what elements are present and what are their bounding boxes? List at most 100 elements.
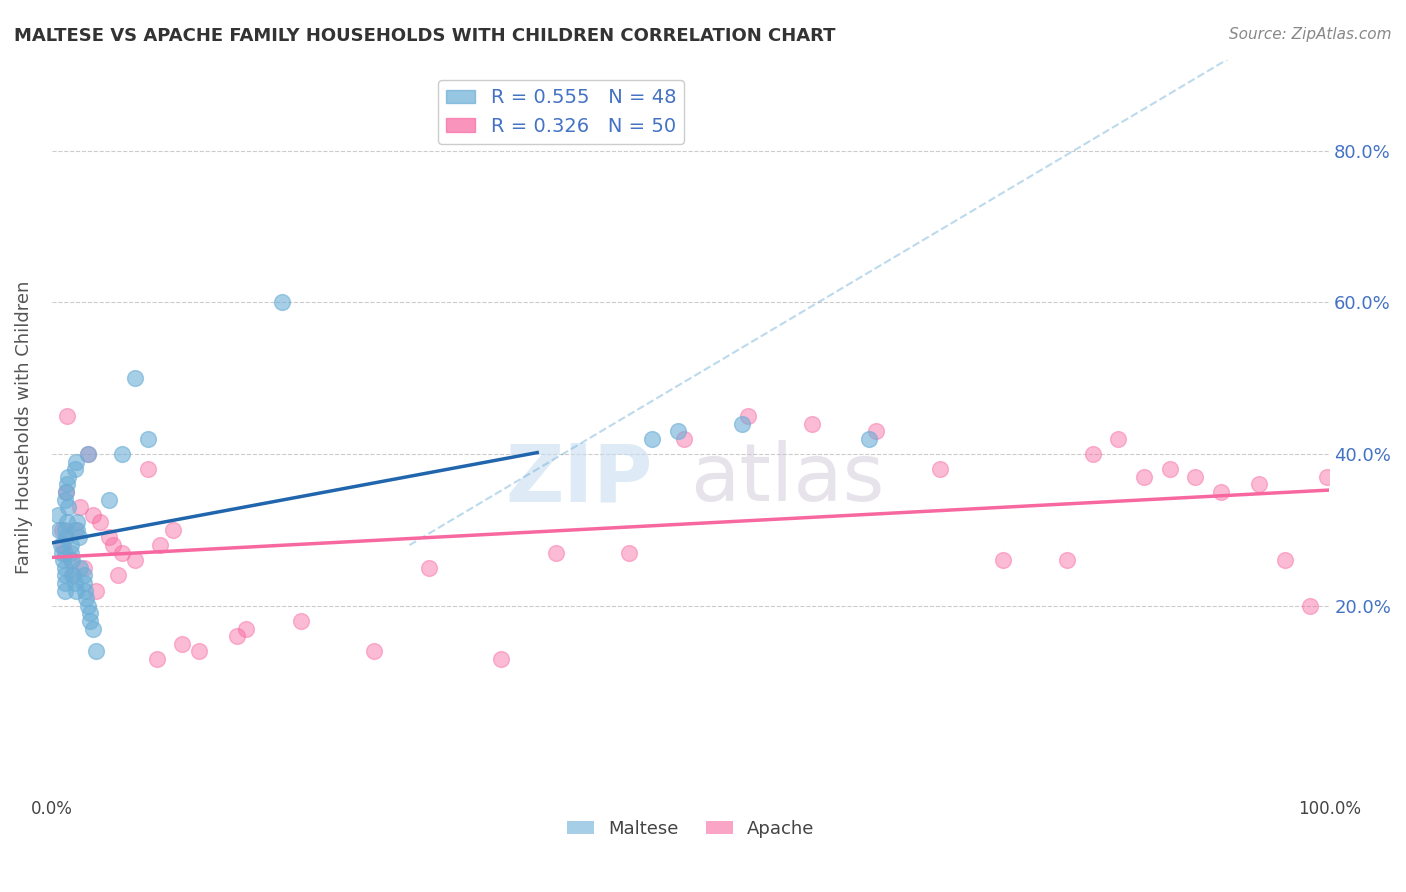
Point bbox=[59, 546, 82, 560]
Point bbox=[1133, 470, 1156, 484]
Point bbox=[1316, 470, 1339, 484]
Point bbox=[53, 568, 76, 582]
Point bbox=[73, 576, 96, 591]
Legend: Maltese, Apache: Maltese, Apache bbox=[560, 813, 821, 846]
Point bbox=[666, 425, 689, 439]
Point bbox=[1209, 485, 1232, 500]
Point bbox=[60, 553, 83, 567]
Point bbox=[79, 607, 101, 621]
Point bbox=[52, 538, 75, 552]
Point bbox=[1274, 553, 1296, 567]
Point bbox=[48, 523, 70, 537]
Point bbox=[58, 470, 80, 484]
Point bbox=[53, 576, 76, 591]
Point bbox=[418, 561, 440, 575]
Point bbox=[56, 409, 79, 424]
Point bbox=[107, 568, 129, 582]
Point bbox=[49, 538, 72, 552]
Point bbox=[79, 614, 101, 628]
Point bbox=[136, 432, 159, 446]
Point bbox=[62, 568, 84, 582]
Point bbox=[98, 531, 121, 545]
Point bbox=[56, 477, 79, 491]
Point bbox=[60, 568, 83, 582]
Point bbox=[73, 561, 96, 575]
Point bbox=[51, 546, 73, 560]
Point bbox=[55, 485, 77, 500]
Point bbox=[865, 425, 887, 439]
Point bbox=[53, 546, 76, 560]
Point bbox=[136, 462, 159, 476]
Point bbox=[170, 637, 193, 651]
Point bbox=[1184, 470, 1206, 484]
Point bbox=[63, 523, 86, 537]
Point bbox=[86, 583, 108, 598]
Point bbox=[226, 629, 249, 643]
Point bbox=[46, 508, 69, 522]
Point bbox=[1108, 432, 1130, 446]
Point bbox=[641, 432, 664, 446]
Point bbox=[69, 500, 91, 515]
Point bbox=[235, 622, 257, 636]
Point bbox=[53, 523, 76, 537]
Point bbox=[145, 652, 167, 666]
Point bbox=[82, 508, 104, 522]
Point bbox=[1159, 462, 1181, 476]
Point bbox=[73, 583, 96, 598]
Point bbox=[546, 546, 568, 560]
Point bbox=[73, 568, 96, 582]
Point bbox=[730, 417, 752, 431]
Point bbox=[1299, 599, 1322, 613]
Point bbox=[187, 644, 209, 658]
Point bbox=[59, 538, 82, 552]
Point bbox=[76, 447, 98, 461]
Point bbox=[59, 553, 82, 567]
Point bbox=[162, 523, 184, 537]
Point bbox=[86, 644, 108, 658]
Point bbox=[67, 531, 90, 545]
Y-axis label: Family Households with Children: Family Households with Children bbox=[15, 281, 32, 574]
Text: MALTESE VS APACHE FAMILY HOUSEHOLDS WITH CHILDREN CORRELATION CHART: MALTESE VS APACHE FAMILY HOUSEHOLDS WITH… bbox=[14, 27, 835, 45]
Point bbox=[51, 523, 73, 537]
Point bbox=[63, 576, 86, 591]
Point bbox=[65, 583, 87, 598]
Text: ZIP: ZIP bbox=[505, 440, 652, 518]
Point bbox=[98, 492, 121, 507]
Point bbox=[800, 417, 823, 431]
Point bbox=[82, 622, 104, 636]
Point bbox=[53, 561, 76, 575]
Point bbox=[75, 591, 97, 606]
Point bbox=[53, 583, 76, 598]
Point bbox=[101, 538, 124, 552]
Point bbox=[66, 523, 89, 537]
Point bbox=[1081, 447, 1104, 461]
Point bbox=[63, 462, 86, 476]
Point bbox=[673, 432, 696, 446]
Point bbox=[55, 485, 77, 500]
Point bbox=[66, 516, 89, 530]
Point bbox=[55, 531, 77, 545]
Point bbox=[1056, 553, 1078, 567]
Point bbox=[124, 371, 146, 385]
Point bbox=[65, 455, 87, 469]
Point bbox=[858, 432, 880, 446]
Point bbox=[111, 447, 134, 461]
Point bbox=[270, 295, 292, 310]
Point bbox=[491, 652, 513, 666]
Point bbox=[76, 599, 98, 613]
Point bbox=[619, 546, 641, 560]
Point bbox=[53, 492, 76, 507]
Point bbox=[111, 546, 134, 560]
Point bbox=[149, 538, 172, 552]
Point bbox=[290, 614, 312, 628]
Point bbox=[56, 516, 79, 530]
Point bbox=[58, 500, 80, 515]
Point bbox=[124, 553, 146, 567]
Point bbox=[928, 462, 950, 476]
Point bbox=[993, 553, 1015, 567]
Point bbox=[89, 516, 111, 530]
Point bbox=[76, 447, 98, 461]
Point bbox=[363, 644, 385, 658]
Point bbox=[1247, 477, 1270, 491]
Point bbox=[52, 553, 75, 567]
